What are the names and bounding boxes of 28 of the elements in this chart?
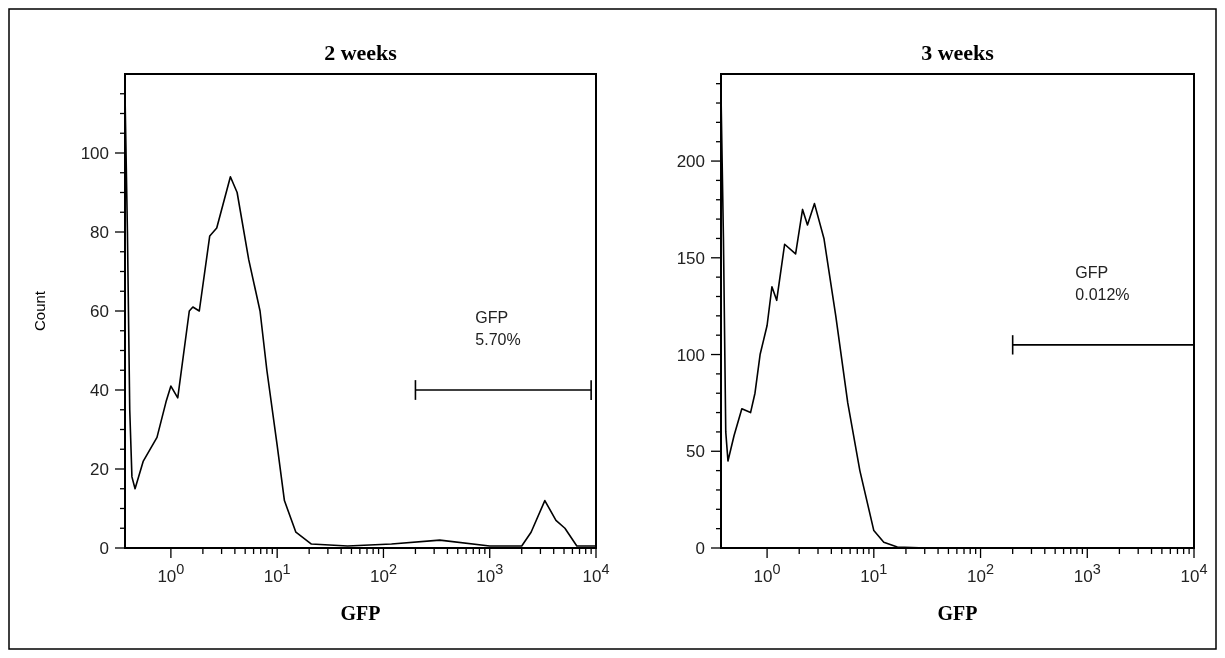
- y-tick-label: 0: [99, 539, 109, 558]
- annotation: GFP 0.012%: [1075, 263, 1130, 303]
- y-tick-label: 100: [80, 144, 109, 163]
- x-tick-label: 10$^{1}$: [860, 561, 888, 586]
- y-tick-label: 150: [676, 248, 705, 268]
- chart-title: 2 weeks: [324, 40, 398, 65]
- chart-title: 3 weeks: [921, 40, 995, 65]
- x-tick-label: 10$^{3}$: [476, 561, 504, 586]
- x-tick-label: 10$^{2}$: [369, 561, 397, 586]
- y-tick-label: 80: [90, 223, 109, 242]
- x-tick-label: 10$^{3}$: [1073, 561, 1101, 586]
- x-tick-label: 10$^{0}$: [157, 561, 185, 586]
- x-tick-label: 10$^{1}$: [263, 561, 291, 586]
- x-tick-label: 10$^{4}$: [582, 561, 610, 586]
- x-axis-title: GFP: [937, 602, 978, 624]
- x-tick-label: 10$^{2}$: [967, 561, 995, 586]
- x-tick-label: 10$^{0}$: [753, 561, 781, 586]
- x-axis-title: GFP: [340, 602, 381, 624]
- y-axis-title: Count: [31, 290, 48, 332]
- y-tick-label: 100: [676, 345, 705, 365]
- y-tick-label: 0: [695, 539, 705, 558]
- y-tick-label: 200: [676, 152, 705, 172]
- annotation: GFP 5.70%: [475, 309, 521, 348]
- y-tick-label: 20: [90, 460, 109, 479]
- y-tick-label: 40: [90, 381, 109, 400]
- y-tick-label: 50: [686, 442, 705, 462]
- x-tick-label: 10$^{4}$: [1180, 561, 1208, 586]
- y-tick-label: 60: [90, 302, 109, 321]
